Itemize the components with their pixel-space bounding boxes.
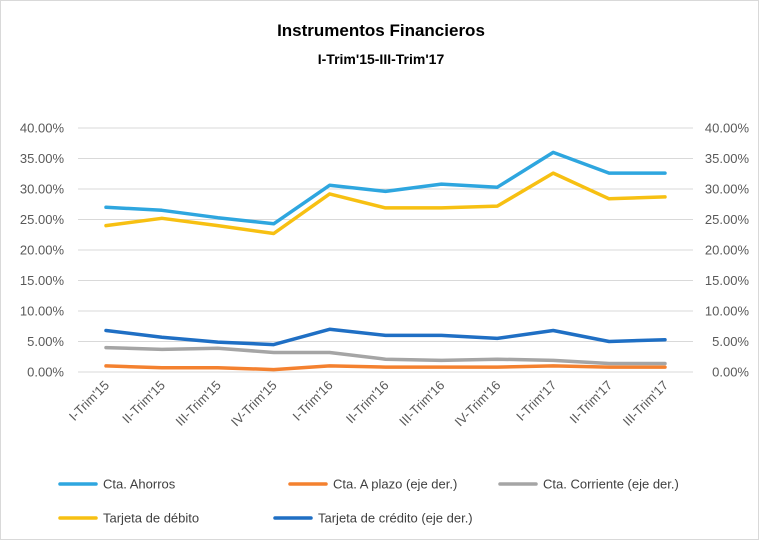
y-right-tick-label: 10.00% [705, 304, 750, 319]
legend-label: Tarjeta de crédito (eje der.) [318, 511, 473, 526]
y-left-tick-label: 30.00% [20, 182, 65, 197]
x-tick-label: I-Trim'17 [513, 378, 559, 424]
y-left-tick-label: 35.00% [20, 151, 65, 166]
y-right-tick-label: 30.00% [705, 182, 750, 197]
legend-item: Tarjeta de crédito (eje der.) [273, 511, 473, 526]
x-tick-label: III-Trim'17 [620, 378, 671, 429]
x-tick-label: III-Trim'15 [173, 378, 224, 429]
x-tick-label: II-Trim'17 [566, 378, 615, 427]
series-line [104, 345, 667, 366]
x-tick-label: II-Trim'15 [119, 378, 168, 427]
y-right-tick-label: 0.00% [712, 365, 749, 380]
y-right-tick-label: 35.00% [705, 151, 750, 166]
y-axis-right: 0.00% 5.00% 10.00% 15.00% 20.00% 25.00% 30.00%… [705, 121, 750, 380]
y-right-tick-label: 5.00% [712, 334, 749, 349]
y-left-tick-label: 10.00% [20, 304, 65, 319]
y-left-tick-label: 0.00% [27, 365, 64, 380]
chart-title: Instrumentos Financieros [277, 21, 485, 40]
legend-label: Cta. A plazo (eje der.) [333, 477, 457, 492]
series-line [104, 327, 667, 347]
y-left-tick-label: 5.00% [27, 334, 64, 349]
series-line [104, 364, 667, 372]
series-lines [104, 150, 667, 372]
series-line [104, 150, 667, 226]
legend-label: Tarjeta de débito [103, 511, 199, 526]
x-tick-label: IV-Trim'15 [228, 378, 280, 430]
legend-item: Tarjeta de débito [58, 511, 199, 526]
y-right-tick-label: 15.00% [705, 273, 750, 288]
y-left-tick-label: 15.00% [20, 273, 65, 288]
legend-label: Cta. Ahorros [103, 477, 176, 492]
y-right-tick-label: 25.00% [705, 212, 750, 227]
x-tick-label: I-Trim'15 [66, 378, 112, 424]
x-tick-label: IV-Trim'16 [452, 378, 504, 430]
y-right-tick-label: 20.00% [705, 243, 750, 258]
legend-item: Cta. A plazo (eje der.) [288, 477, 457, 492]
chart-subtitle: I-Trim'15-III-Trim'17 [318, 51, 445, 67]
legend-item: Cta. Corriente (eje der.) [498, 477, 679, 492]
x-axis: I-Trim'15 II-Trim'15 III-Trim'15 IV-Trim'15… [66, 378, 671, 430]
y-left-tick-label: 40.00% [20, 121, 65, 136]
legend-item: Cta. Ahorros [58, 477, 176, 492]
y-right-tick-label: 40.00% [705, 121, 750, 136]
y-left-tick-label: 25.00% [20, 212, 65, 227]
y-axis-left: 0.00% 5.00% 10.00% 15.00% 20.00% 25.00% 30.00%… [20, 121, 65, 380]
y-left-tick-label: 20.00% [20, 243, 65, 258]
legend-label: Cta. Corriente (eje der.) [543, 477, 679, 492]
legend: Cta. Ahorros Cta. A plazo (eje der.) Cta. … [58, 477, 679, 526]
x-tick-label: III-Trim'16 [396, 378, 447, 429]
series-line [104, 171, 667, 236]
x-tick-label: I-Trim'16 [289, 378, 335, 424]
x-tick-label: II-Trim'16 [343, 378, 392, 427]
